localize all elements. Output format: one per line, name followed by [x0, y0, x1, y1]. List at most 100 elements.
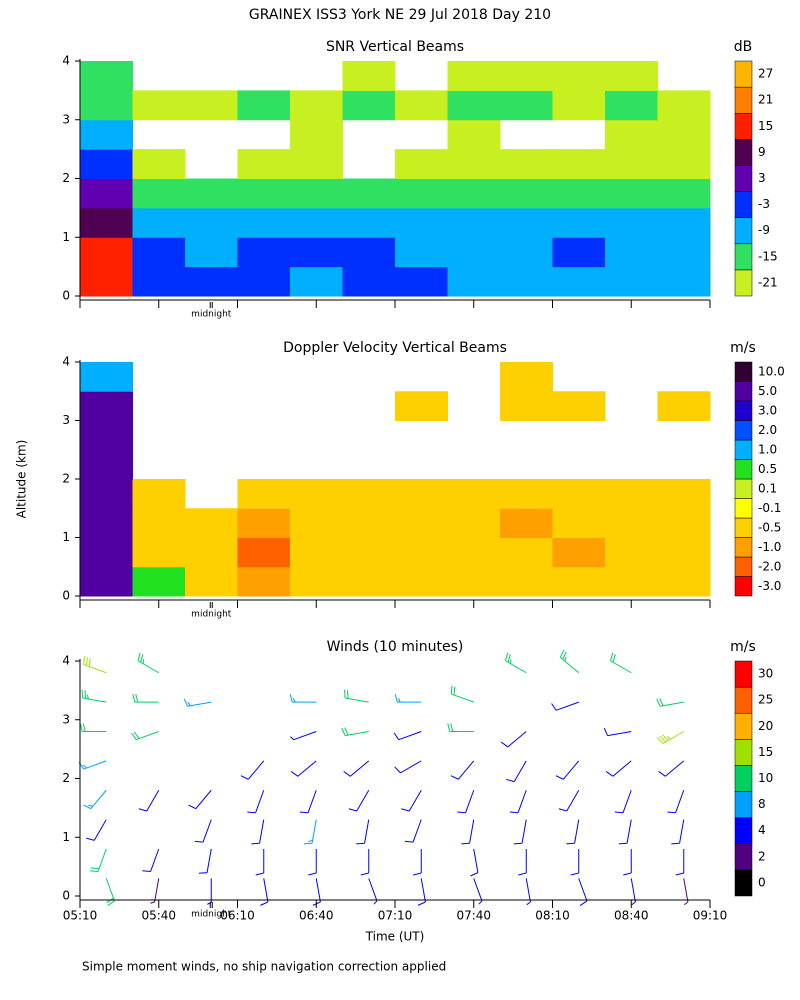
cell	[132, 266, 186, 297]
colorbar-swatch	[734, 112, 753, 140]
colorbar-swatch	[734, 139, 753, 166]
cell	[500, 479, 553, 509]
cell	[657, 90, 711, 121]
cell	[447, 61, 501, 91]
colorbar-label: 3.0	[758, 403, 777, 417]
y-tick-label: 3	[62, 712, 70, 726]
wind-barb	[450, 760, 475, 780]
colorbar-swatch	[734, 400, 753, 421]
cell	[605, 508, 658, 538]
colorbar-label: 0.5	[758, 462, 777, 476]
cell	[552, 508, 606, 538]
colorbar-swatch	[734, 381, 753, 402]
cell	[290, 90, 343, 121]
wind-barb	[79, 723, 107, 732]
colorbar-swatch	[734, 217, 753, 245]
cell	[500, 566, 553, 597]
cell	[132, 566, 186, 597]
cell	[605, 537, 658, 568]
wind-barb	[348, 790, 370, 812]
wind-barb	[394, 694, 422, 703]
cell	[552, 149, 606, 179]
wind-barb	[81, 689, 107, 703]
cell	[447, 178, 501, 209]
colorbar-label: -15	[758, 249, 778, 263]
colorbar-swatch	[734, 459, 753, 480]
x-tick-label: 06:10	[220, 909, 255, 923]
y-tick-label: 2	[62, 771, 70, 785]
colorbar-label: 2.0	[758, 423, 777, 437]
cell	[395, 207, 448, 238]
y-tick-label: 0	[62, 589, 70, 603]
cell	[500, 362, 553, 392]
cell	[80, 362, 133, 392]
cell	[342, 178, 396, 209]
cell	[132, 537, 186, 568]
wind-barb	[401, 790, 422, 812]
cell	[395, 479, 448, 509]
colorbar-swatch	[734, 791, 753, 818]
wind-barb	[509, 790, 527, 814]
cell	[657, 119, 711, 150]
cell	[395, 266, 448, 297]
cell	[132, 207, 186, 238]
cell	[80, 178, 133, 209]
colorbar-label: 27	[758, 67, 773, 81]
cell	[500, 391, 553, 421]
cell	[500, 178, 553, 209]
colorbar-label: -0.1	[758, 501, 781, 515]
wind-barb	[609, 652, 632, 674]
wind-barb	[255, 849, 265, 876]
wind-barb	[393, 731, 422, 741]
cell	[132, 90, 186, 121]
colorbar-label: 0.1	[758, 481, 777, 495]
cell	[395, 508, 448, 538]
wind-barb	[290, 731, 317, 741]
y-tick-label: 1	[62, 830, 70, 844]
wind-barb	[559, 649, 580, 674]
cell	[290, 479, 343, 509]
x-tick-label: 09:10	[693, 909, 728, 923]
wind-barb	[473, 878, 483, 905]
wind-barb	[142, 848, 160, 873]
x-tick-label: 07:10	[378, 909, 413, 923]
cell	[237, 266, 291, 297]
cell	[605, 479, 658, 509]
colorbar-swatch	[734, 576, 753, 597]
cell	[185, 508, 238, 538]
cell	[237, 508, 291, 538]
cell	[237, 178, 291, 209]
cell	[552, 479, 606, 509]
y-tick-label: 2	[62, 171, 70, 185]
wind-barb	[504, 652, 527, 674]
colorbar-label: -1.0	[758, 540, 781, 554]
cell	[447, 566, 501, 597]
cell	[552, 391, 606, 421]
cell	[447, 479, 501, 509]
wind-barb	[500, 731, 527, 748]
colorbar-swatch	[734, 765, 753, 792]
cell	[500, 537, 553, 568]
cell	[185, 266, 238, 297]
y-tick-label: 4	[62, 355, 70, 369]
cell	[80, 449, 133, 480]
cell	[185, 566, 238, 597]
colorbar-label: -21	[758, 275, 778, 289]
colorbar-swatch	[734, 817, 753, 845]
cell	[290, 566, 343, 597]
colorbar-swatch	[734, 556, 753, 577]
wind-barb	[78, 760, 107, 770]
cell	[290, 207, 343, 238]
colorbar-swatch	[734, 498, 753, 519]
y-tick-label: 0	[62, 289, 70, 303]
colorbar-label: 1.0	[758, 442, 777, 456]
cell	[237, 207, 291, 238]
cell	[500, 207, 553, 238]
cell	[657, 149, 711, 179]
colorbar-swatch	[734, 420, 753, 441]
annotation: midnight	[191, 310, 232, 320]
cell	[342, 537, 396, 568]
wind-barb	[675, 849, 685, 876]
cell	[290, 149, 343, 179]
colorbar-label: 2	[758, 849, 766, 863]
